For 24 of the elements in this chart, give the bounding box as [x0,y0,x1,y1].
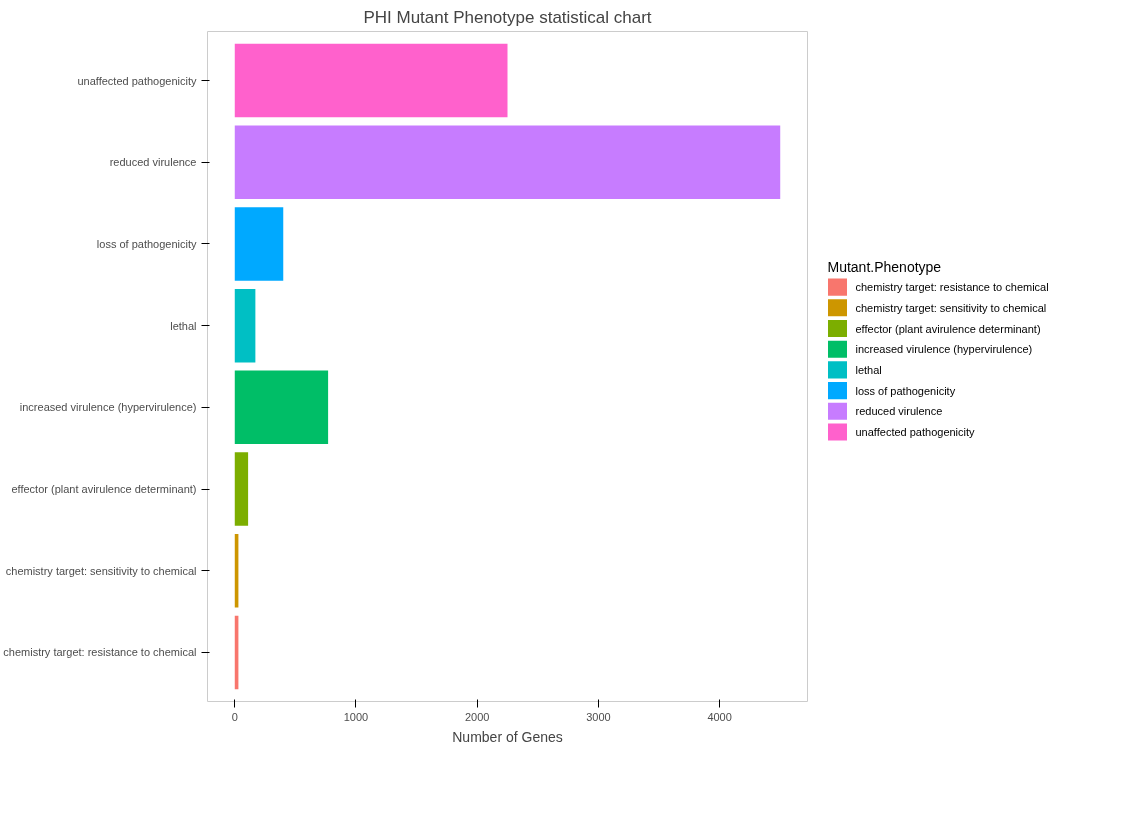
y-tick-label: increased virulence (hypervirulence) [19,401,197,414]
legend-label: increased virulence (hypervirulence) [855,343,1033,356]
y-tick-label: lethal [170,319,197,332]
legend-label: chemistry target: sensitivity to chemical [855,301,1047,314]
x-tick-label: 1000 [343,710,369,723]
legend-label: lethal [855,363,882,376]
x-tick-label: 2000 [464,710,490,723]
y-tick-label: chemistry target: sensitivity to chemical [5,564,197,577]
chart-title: PHI Mutant Phenotype statistical chart [363,7,652,27]
x-axis-title: Number of Genes [452,728,563,745]
y-tick-label: loss of pathogenicity [96,237,197,250]
legend-label: effector (plant avirulence determinant) [855,322,1041,335]
x-tick-label: 3000 [586,710,611,723]
y-tick-label: reduced virulence [109,156,197,169]
legend-label: chemistry target: resistance to chemical [855,281,1049,294]
y-tick-label: chemistry target: resistance to chemical [3,646,197,659]
legend-label: reduced virulence [855,405,943,418]
legend-title: Mutant.Phenotype [827,258,942,275]
legend-label: unaffected pathogenicity [855,426,976,438]
legend-label: loss of pathogenicity [855,384,956,397]
y-tick-label: unaffected pathogenicity [77,74,197,87]
x-tick-label: 0 [231,710,238,723]
x-tick-label: 4000 [707,710,732,723]
y-tick-label: effector (plant avirulence determinant) [11,483,197,496]
